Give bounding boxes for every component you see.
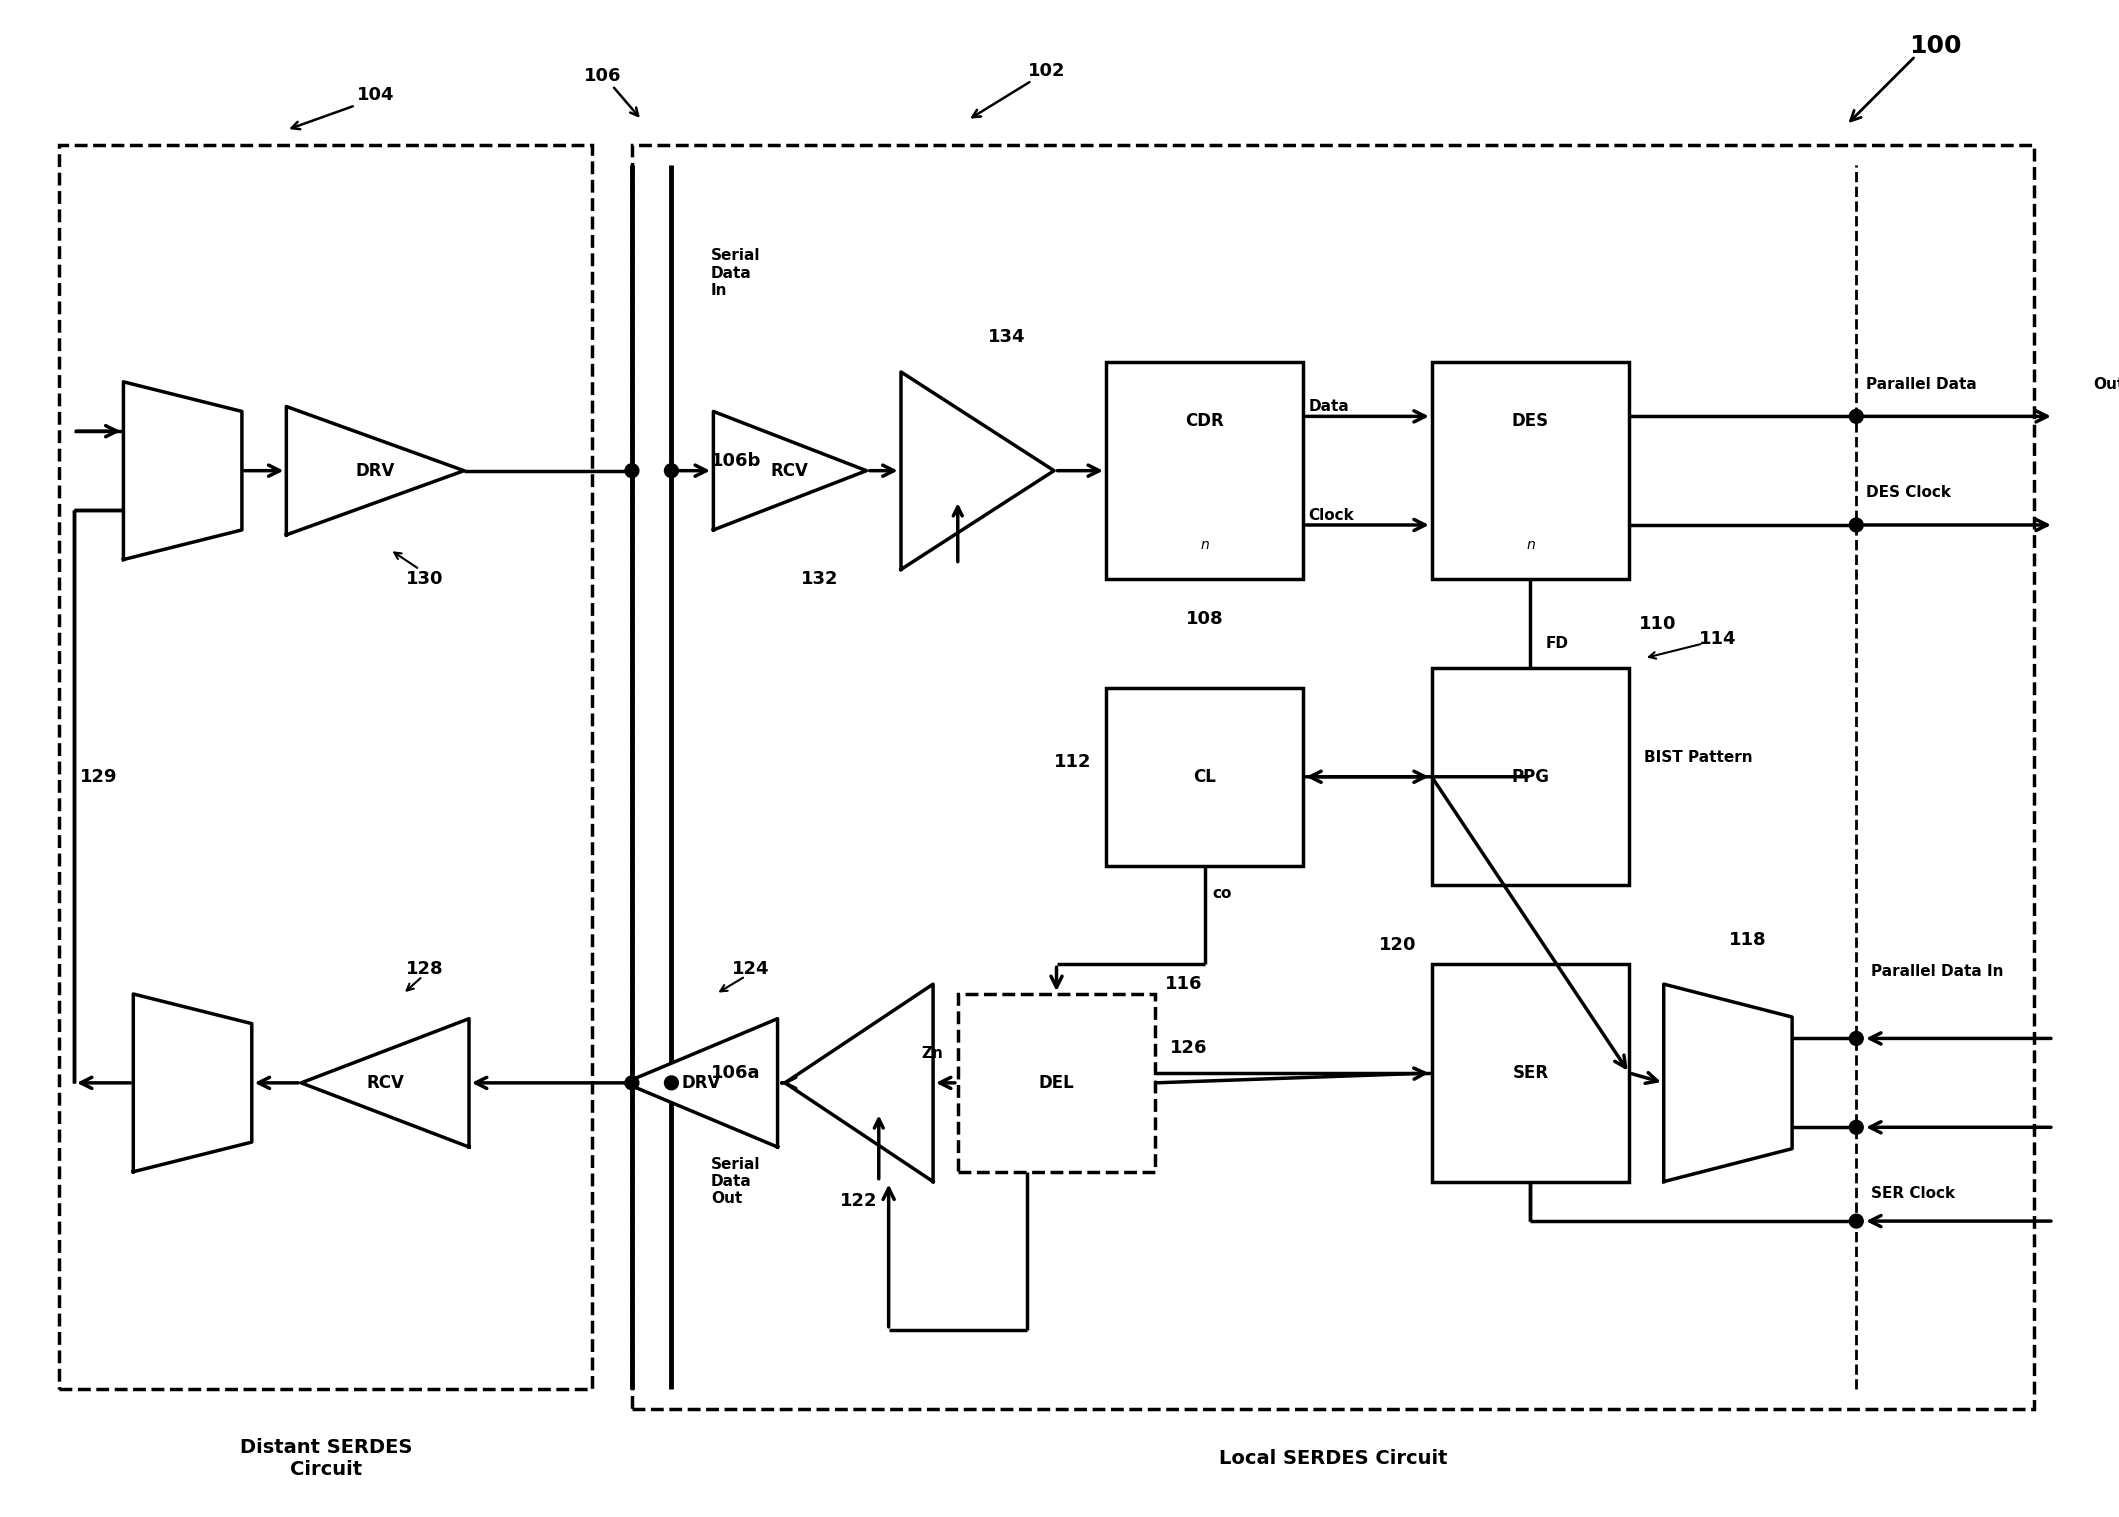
Text: RCV: RCV — [771, 461, 809, 479]
Text: Data: Data — [1307, 399, 1350, 414]
Text: 132: 132 — [801, 570, 839, 589]
Text: 104: 104 — [356, 86, 394, 105]
Text: 126: 126 — [1170, 1039, 1208, 1057]
Text: Local SERDES Circuit: Local SERDES Circuit — [1218, 1449, 1447, 1467]
Circle shape — [665, 464, 678, 478]
Text: CDR: CDR — [1185, 413, 1225, 431]
Text: 118: 118 — [1729, 931, 1767, 948]
Polygon shape — [301, 1019, 468, 1147]
Bar — [1106, 687, 1303, 866]
Bar — [1432, 363, 1630, 579]
Text: Out: Out — [2094, 376, 2119, 391]
Text: 112: 112 — [1053, 752, 1091, 771]
Text: SER: SER — [1513, 1063, 1549, 1082]
Text: Parallel Data: Parallel Data — [1867, 376, 1977, 391]
Text: 100: 100 — [1909, 33, 1962, 58]
Text: n: n — [1199, 537, 1210, 552]
Text: 122: 122 — [841, 1192, 877, 1211]
Polygon shape — [1663, 985, 1793, 1182]
Text: Serial
Data
In: Serial Data In — [710, 249, 761, 299]
Polygon shape — [625, 1019, 778, 1147]
Text: 116: 116 — [1165, 975, 1204, 994]
Bar — [631, 144, 2034, 1409]
Polygon shape — [123, 382, 242, 560]
Text: 110: 110 — [1640, 614, 1676, 633]
Polygon shape — [784, 985, 932, 1182]
Text: 134: 134 — [987, 328, 1026, 346]
Circle shape — [665, 1076, 678, 1089]
Text: DES Clock: DES Clock — [1867, 485, 1952, 501]
Text: 114: 114 — [1699, 630, 1738, 648]
Circle shape — [1850, 410, 1863, 423]
Text: 129: 129 — [81, 768, 117, 786]
Text: DRV: DRV — [682, 1074, 720, 1092]
Text: Clock: Clock — [1307, 508, 1354, 523]
Text: 130: 130 — [407, 570, 443, 589]
Text: Parallel Data In: Parallel Data In — [1871, 965, 2005, 978]
Text: DES: DES — [1511, 413, 1549, 431]
Circle shape — [1850, 1032, 1863, 1045]
Text: DEL: DEL — [1038, 1074, 1074, 1092]
Text: CL: CL — [1193, 768, 1216, 786]
Text: Serial
Data
Out: Serial Data Out — [710, 1156, 761, 1206]
Text: 120: 120 — [1379, 936, 1418, 954]
Bar — [1432, 667, 1630, 886]
Polygon shape — [133, 994, 252, 1171]
Text: BIST Pattern: BIST Pattern — [1644, 749, 1752, 765]
Bar — [958, 994, 1155, 1171]
Text: 106a: 106a — [710, 1063, 761, 1082]
Bar — [59, 144, 593, 1390]
Polygon shape — [286, 407, 464, 536]
Bar — [1106, 363, 1303, 579]
Bar — [1432, 965, 1630, 1182]
Polygon shape — [901, 372, 1053, 569]
Text: Zn: Zn — [922, 1045, 943, 1060]
Circle shape — [1850, 519, 1863, 532]
Circle shape — [625, 464, 638, 478]
Text: n: n — [1526, 537, 1534, 552]
Text: PPG: PPG — [1511, 768, 1549, 786]
Text: DRV: DRV — [356, 461, 394, 479]
Text: 102: 102 — [1028, 62, 1066, 80]
Text: 106: 106 — [583, 67, 621, 85]
Text: FD: FD — [1545, 636, 1568, 651]
Text: Distant SERDES
Circuit: Distant SERDES Circuit — [239, 1438, 411, 1479]
Text: 128: 128 — [405, 960, 443, 978]
Circle shape — [1850, 1214, 1863, 1227]
Text: 106b: 106b — [710, 452, 761, 470]
Circle shape — [625, 1076, 638, 1089]
Text: 108: 108 — [1187, 610, 1223, 628]
Text: co: co — [1212, 886, 1231, 901]
Text: 124: 124 — [731, 960, 769, 978]
Text: SER Clock: SER Clock — [1871, 1186, 1956, 1201]
Text: RCV: RCV — [367, 1074, 405, 1092]
Circle shape — [1850, 1121, 1863, 1135]
Polygon shape — [714, 411, 867, 529]
